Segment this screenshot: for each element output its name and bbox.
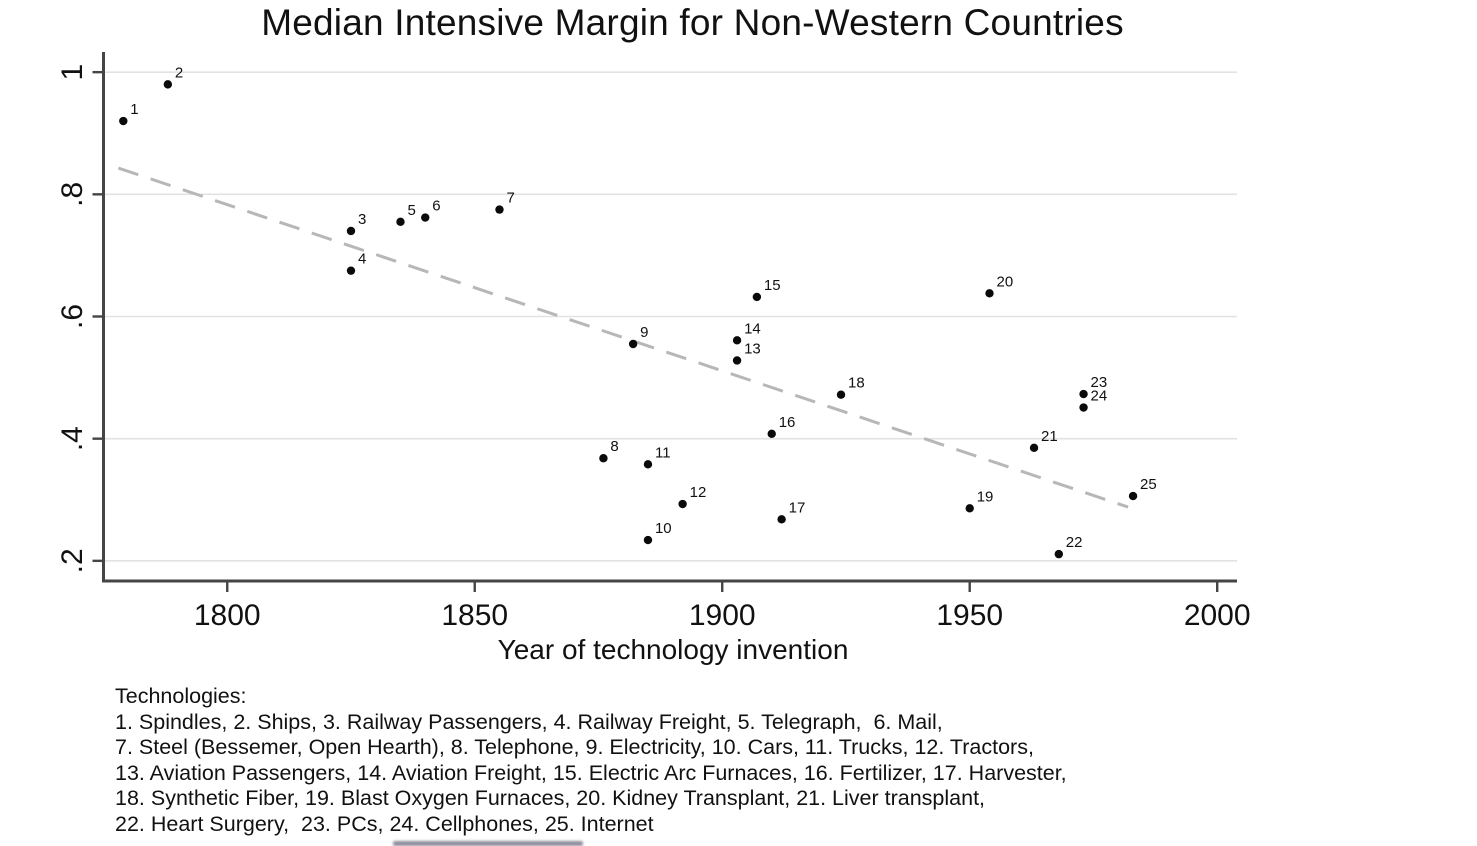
point-label-20: 20 [997,273,1014,290]
point-label-24: 24 [1091,388,1108,405]
point-label-18: 18 [848,375,865,392]
point-label-10: 10 [655,520,672,537]
point-label-19: 19 [977,488,994,505]
point-label-2: 2 [175,64,183,81]
x-tick-label: 1950 [936,599,1003,632]
point-label-8: 8 [610,438,618,455]
point-label-5: 5 [407,202,415,219]
point-label-13: 13 [744,340,761,357]
data-point-6 [421,213,430,222]
point-label-25: 25 [1140,476,1157,493]
technologies-legend: Technologies: 1. Spindles, 2. Ships, 3. … [115,684,1067,838]
data-point-16 [767,429,776,438]
legend-line-5: 22. Heart Surgery, 23. PCs, 24. Cellphon… [115,811,654,836]
point-label-9: 9 [640,324,648,341]
data-point-8 [599,454,608,463]
y-tick-label: 1 [56,64,89,81]
data-point-24 [1079,403,1088,412]
x-tick-label: 2000 [1184,599,1251,632]
data-point-22 [1054,549,1064,559]
point-label-1: 1 [130,101,138,118]
legend-line-1: 1. Spindles, 2. Ships, 3. Railway Passen… [115,709,943,734]
data-point-7 [495,205,504,214]
data-point-5 [396,217,405,227]
data-point-18 [836,390,846,399]
x-tick-label: 1800 [194,599,261,632]
legend-line-4: 18. Synthetic Fiber, 19. Blast Oxygen Fu… [115,786,986,811]
x-tick-label: 1850 [441,599,508,632]
data-point-13 [732,356,742,365]
data-point-4 [346,266,356,275]
y-tick-label: .2 [56,548,89,573]
point-label-22: 22 [1066,534,1083,551]
trend-line [117,166,1129,509]
point-label-16: 16 [779,414,796,431]
data-point-2 [163,80,173,89]
point-label-3: 3 [358,211,366,228]
data-point-21 [1029,443,1039,453]
data-point-19 [965,504,974,513]
data-point-12 [678,499,687,509]
x-axis-title: Year of technology invention [497,634,849,665]
point-label-11: 11 [655,444,671,461]
point-label-4: 4 [358,251,366,268]
data-point-15 [752,292,762,302]
data-point-10 [643,535,653,545]
point-label-6: 6 [432,198,440,215]
point-label-21: 21 [1041,428,1058,445]
data-point-11 [643,460,653,469]
data-point-23 [1079,389,1088,399]
chart-title: Median Intensive Margin for Non-Western … [261,2,1124,43]
bottom-artifact-bar [393,841,583,846]
data-point-1 [119,116,128,126]
point-label-15: 15 [764,277,781,294]
y-tick-label: .8 [56,182,89,207]
data-point-3 [346,226,356,236]
legend-title: Technologies: [115,684,247,708]
y-tick-label: .4 [56,426,89,451]
y-tick-label: .6 [56,304,89,329]
legend-line-2: 7. Steel (Bessemer, Open Hearth), 8. Tel… [115,735,1034,760]
x-tick-label: 1900 [689,599,756,632]
point-label-12: 12 [690,484,707,501]
point-label-17: 17 [789,499,806,516]
data-point-14 [732,336,742,345]
point-label-14: 14 [744,320,761,337]
point-label-23: 23 [1091,374,1108,391]
data-point-25 [1128,491,1138,501]
data-point-17 [777,515,786,524]
data-point-20 [985,289,994,298]
legend-line-3: 13. Aviation Passengers, 14. Aviation Fr… [115,760,1067,785]
point-label-7: 7 [506,190,514,207]
data-point-9 [628,339,638,349]
